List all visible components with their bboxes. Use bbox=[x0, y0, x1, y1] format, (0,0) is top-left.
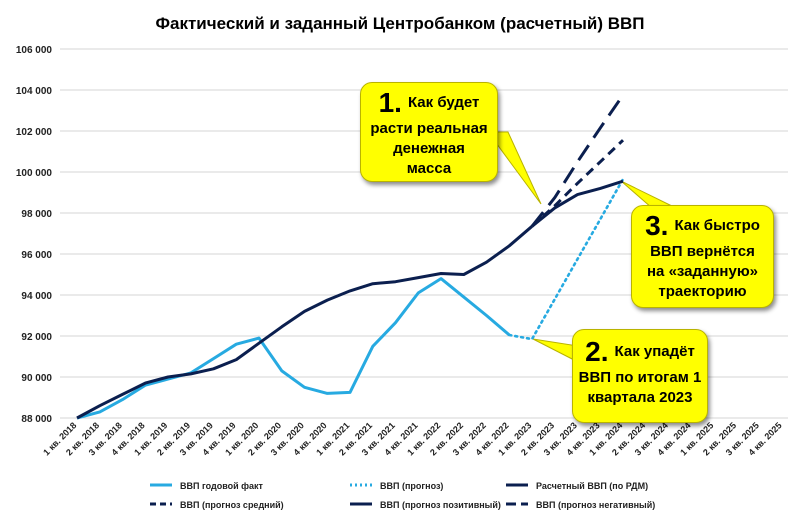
callout-1-number: 1. bbox=[378, 87, 402, 118]
callout-2-line: ВВП по итогам 1 bbox=[578, 369, 702, 386]
y-tick-label: 106 000 bbox=[16, 45, 53, 56]
legend-label: ВВП (прогноз) bbox=[380, 481, 443, 491]
callout-pointers bbox=[487, 131, 677, 363]
legend-label: ВВП (прогноз средний) bbox=[180, 500, 284, 510]
callout-1-line: масса bbox=[406, 160, 452, 177]
y-tick-label: 96 000 bbox=[21, 250, 52, 261]
legend-label: ВВП (прогноз негативный) bbox=[536, 500, 655, 510]
callout-box-1: 1. Как будет расти реальная денежная масс… bbox=[360, 82, 498, 182]
series-line-2 bbox=[76, 225, 533, 420]
callout-2-number: 2. bbox=[585, 336, 609, 367]
callout-3-number: 3. bbox=[645, 210, 669, 241]
callout-1-line: денежная bbox=[393, 140, 465, 157]
series-line-5 bbox=[530, 94, 625, 228]
legend-label: ВВП (прогноз позитивный) bbox=[380, 500, 501, 510]
y-tick-label: 88 000 bbox=[21, 414, 52, 425]
callout-2-line: квартала 2023 bbox=[587, 389, 693, 406]
callout-3-line: траекторию bbox=[658, 283, 747, 300]
series-line-0 bbox=[76, 277, 511, 420]
y-tick-label: 104 000 bbox=[16, 86, 53, 97]
series-line-1 bbox=[508, 177, 625, 341]
series-line-4 bbox=[531, 179, 624, 228]
callout-3-line: на «заданную» bbox=[647, 263, 758, 280]
callout-2-line: Как упадёт bbox=[614, 343, 695, 360]
chart-title: Фактический и заданный Центробанком (рас… bbox=[155, 14, 644, 33]
callout-1-pointer bbox=[487, 131, 542, 205]
callout-3-line: Как быстро bbox=[674, 217, 760, 234]
callout-3-line: ВВП вернётся bbox=[650, 243, 755, 260]
y-tick-label: 102 000 bbox=[16, 127, 53, 138]
callout-1-line: Как будет bbox=[407, 94, 480, 111]
y-tick-label: 92 000 bbox=[21, 332, 52, 343]
y-axis-tick-labels: 88 000 90 000 92 000 94 000 96 000 98 000 100 … bbox=[16, 45, 53, 425]
legend-label: Расчетный ВВП (по РДМ) bbox=[536, 481, 648, 491]
legend-label: ВВП годовой факт bbox=[180, 481, 264, 491]
callout-box-2: 2. Как упадёт ВВП по итогам 1 квартала 20… bbox=[572, 329, 708, 423]
legend: ВВП годовой факт ВВП (прогноз) Расчетный В… bbox=[150, 481, 655, 510]
y-tick-label: 94 000 bbox=[21, 291, 52, 302]
y-tick-label: 98 000 bbox=[21, 209, 52, 220]
y-tick-label: 100 000 bbox=[16, 168, 53, 179]
series-lines bbox=[76, 94, 625, 420]
callout-box-3: 3. Как быстро ВВП вернётся на «заданную» … bbox=[631, 205, 774, 308]
y-tick-label: 90 000 bbox=[21, 373, 52, 384]
callout-1-line: расти реальная bbox=[370, 120, 488, 137]
callout-3-pointer bbox=[620, 180, 677, 209]
